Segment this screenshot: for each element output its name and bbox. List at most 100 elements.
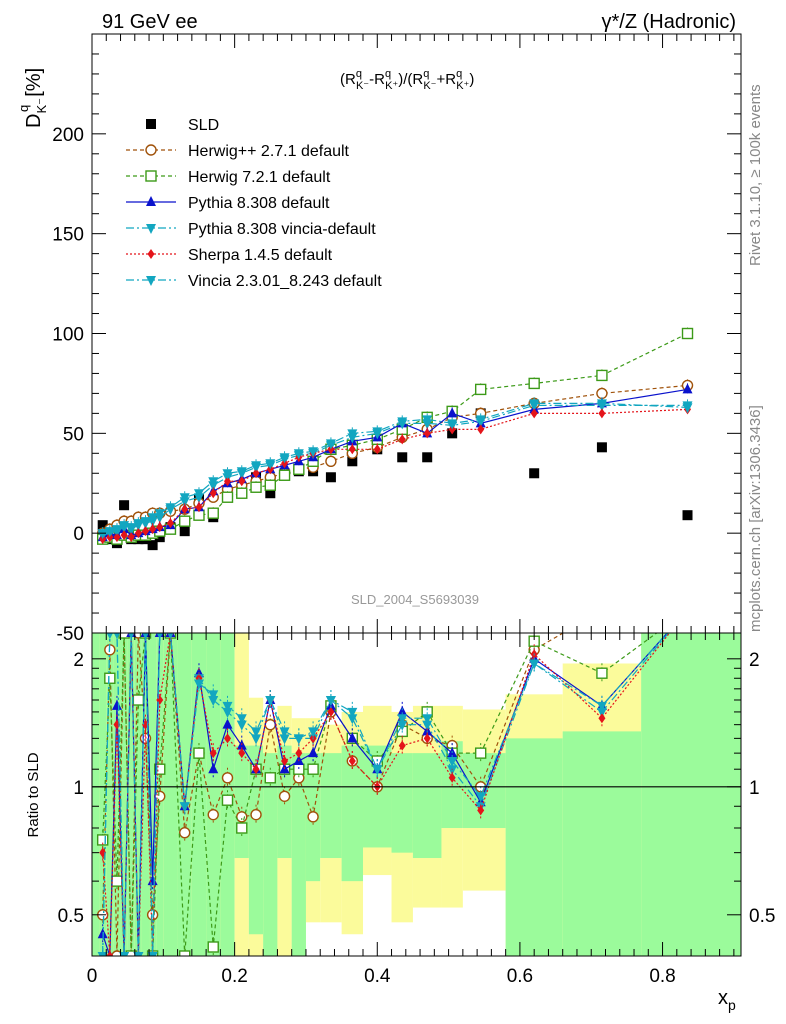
band-green [177, 633, 192, 956]
point-data [422, 452, 433, 463]
ratio-point-vincia [251, 727, 262, 738]
ratio-point-vincia [142, 633, 149, 639]
ratio-point-herwig7 [596, 667, 608, 679]
point-sherpa [209, 488, 217, 499]
point-vincia [279, 453, 290, 464]
ratio-point-herwigpp [179, 826, 191, 839]
point-vincia [104, 527, 115, 538]
side-label-bottom: mcplots.cern.ch [arXiv:1306.3436] [747, 405, 764, 632]
ratio-series-vincia [97, 606, 693, 956]
ratio-point-vincia [119, 952, 130, 956]
ratio-point-herwigpp [146, 909, 159, 921]
point-vincia [293, 449, 304, 460]
point-herwig7 [596, 369, 608, 382]
band-green [99, 633, 107, 956]
ratio-point-herwig7 [125, 950, 137, 956]
point-sherpa [181, 504, 189, 515]
legend-entry: Herwig++ 2.7.1 default [126, 143, 350, 160]
point-herwig7 [179, 515, 191, 527]
series-line-vincia_default [102, 404, 688, 536]
point-vincia [397, 417, 408, 428]
main-ytick-label: 0 [73, 524, 84, 545]
legend-label: Sherpa 1.4.5 default [188, 247, 333, 264]
ratio-point-vincia [293, 734, 304, 745]
ratio-point-sherpa [238, 748, 246, 759]
ratio-point-vincia [325, 696, 336, 707]
legend-marker [146, 224, 156, 234]
point-herwig7 [278, 469, 291, 481]
point-vincia [208, 477, 219, 488]
ratio-frame [91, 632, 742, 957]
legend-entry: Sherpa 1.4.5 default [126, 247, 333, 264]
point-sherpa [127, 532, 135, 543]
point-vincia [154, 509, 165, 520]
ratio-point-sherpa [295, 748, 303, 759]
band-green [134, 633, 142, 956]
point-sherpa [398, 434, 406, 445]
ratio-point-sherpa [448, 772, 456, 783]
point-vincia [308, 447, 319, 458]
point-herwig7 [264, 479, 276, 491]
point-vincia [447, 419, 458, 430]
legend: SLD Herwig++ 2.7.1 default Herwig 7.2.1 de… [126, 117, 382, 290]
ratio-point-vincia [683, 606, 693, 616]
legend-marker [145, 144, 157, 156]
ratio-point-vincia [208, 690, 219, 701]
point-vincia [193, 489, 204, 500]
point-sherpa [149, 524, 157, 535]
legend-label: Pythia 8.308 vincia-default [188, 221, 376, 238]
ratio-point-sherpa [252, 764, 260, 775]
svg-text:DK⁻q[%]: DK⁻q[%] [16, 68, 49, 128]
watermark: SLD_2004_S5693039 [351, 592, 479, 607]
band-green [149, 633, 157, 956]
point-herwig7 [221, 491, 234, 503]
ratio-point-sherpa [348, 755, 356, 766]
legend-entry: Pythia 8.308 vincia-default [126, 221, 376, 238]
ratio-point-vincia [147, 952, 158, 956]
point-herwig7 [681, 327, 694, 340]
point-vincia [133, 519, 144, 530]
ratio-point-herwigpp [221, 772, 234, 784]
main-ylabel: DK⁻q[%] [16, 68, 49, 128]
point-herwig7 [474, 383, 487, 396]
ratio-point-herwig7 [104, 672, 116, 684]
point-data [147, 540, 158, 551]
ratio-point-herwig7 [193, 747, 205, 759]
ratio-point-herwig7 [264, 772, 276, 784]
point-sherpa [348, 444, 356, 455]
ratio-point-sherpa [106, 951, 114, 956]
ratio-point-herwigpp [250, 808, 262, 821]
main-ytick-label: -50 [57, 624, 84, 645]
ratio-point-vincia [156, 633, 163, 639]
point-sherpa [477, 424, 485, 435]
ratio-point-vincia [113, 633, 120, 639]
legend-marker [147, 249, 155, 259]
ratio-point-sherpa [684, 605, 691, 615]
point-data [682, 510, 693, 521]
main-ytick-label: 150 [52, 225, 84, 246]
band-green [263, 753, 278, 956]
point-vincia [179, 493, 190, 504]
point-vincia [372, 427, 383, 438]
ratio-point-vincia [279, 727, 290, 738]
point-vincia [347, 429, 358, 440]
ratio-point-herwig7 [96, 834, 109, 846]
band-green [291, 753, 306, 956]
point-vincia [111, 525, 122, 536]
ratio-point-vincia_default [683, 606, 693, 616]
side-label-top: Rivet 3.1.10, ≥ 100k events [747, 84, 764, 266]
series-vincia [97, 397, 693, 540]
ratio-point-vincia [447, 756, 458, 767]
main-panel: SLD_2004_S5693039 -50 0 50 100 150 200 (Rq K⁻-… [16, 33, 742, 645]
ratio-ytick-label-left: 0.5 [58, 906, 84, 927]
band-green [391, 753, 413, 853]
band-green [206, 633, 221, 956]
point-vincia [422, 415, 433, 426]
legend-label: Vincia 2.3.01_8.243 default [188, 273, 382, 290]
ratio-ytick-label-right: 0.5 [749, 906, 775, 927]
point-vincia [126, 523, 137, 534]
ratio-point-vincia [179, 802, 190, 813]
legend-label: Herwig++ 2.7.1 default [188, 143, 350, 160]
point-sherpa [252, 468, 260, 479]
legend-label: SLD [188, 117, 219, 134]
